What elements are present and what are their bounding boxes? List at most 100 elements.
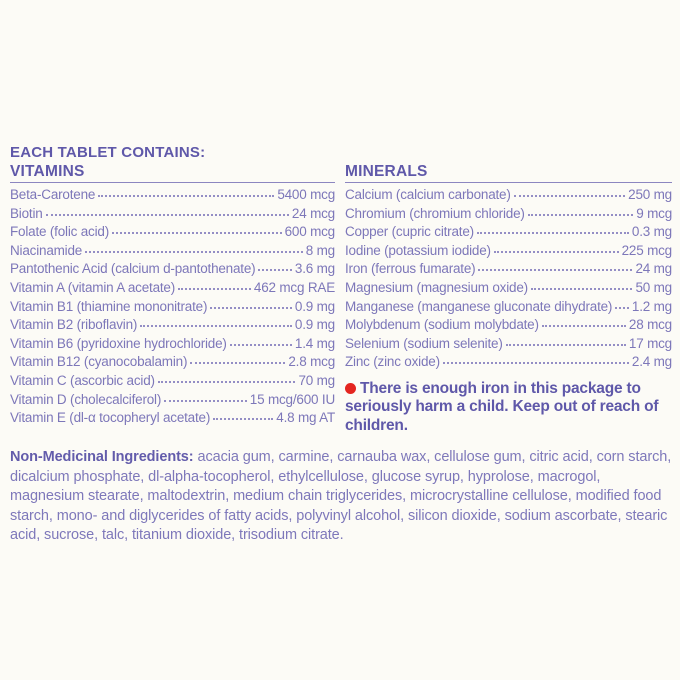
nutrient-name: Folate (folic acid) xyxy=(10,224,109,240)
nutrient-name: Vitamin B6 (pyridoxine hydrochloride) xyxy=(10,335,227,351)
dotted-leader xyxy=(229,335,292,346)
dotted-leader xyxy=(615,298,629,309)
non-medicinal-ingredients: Non-Medicinal Ingredients: acacia gum, ca… xyxy=(10,448,672,546)
dotted-leader xyxy=(530,279,633,290)
nutrient-value: 2.8 mcg xyxy=(288,354,335,370)
nutrient-value: 462 mcg RAE xyxy=(253,279,335,295)
ingredients-label: Non-Medicinal Ingredients: xyxy=(10,449,194,466)
dotted-leader xyxy=(513,186,626,197)
dotted-leader xyxy=(476,223,629,235)
vitamin-row: Vitamin C (ascorbic acid) 70 mg xyxy=(10,372,335,391)
nutrient-value: 225 mcg xyxy=(621,242,673,258)
vitamin-row: Vitamin B12 (cyanocobalamin) 2.8 mcg xyxy=(10,353,335,372)
nutrient-value: 70 mg xyxy=(298,372,335,388)
nutrient-value: 8 mg xyxy=(305,242,335,258)
nutrient-name: Pantothenic Acid (calcium d-pantothenate… xyxy=(10,261,256,277)
nutrient-value: 5400 mcg xyxy=(277,187,335,202)
minerals-column: MINERALS Calcium (calcium carbonate) 250… xyxy=(345,163,672,435)
mineral-row: Iron (ferrous fumarate) 24 mg xyxy=(345,260,672,279)
dotted-leader xyxy=(505,335,626,346)
vitamin-row: Beta-Carotene 5400 mcg xyxy=(10,186,335,205)
dotted-leader xyxy=(98,186,275,197)
red-bullet-icon xyxy=(345,382,356,394)
nutrient-name: Copper (cupric citrate) xyxy=(345,224,474,240)
nutrient-value: 24 mg xyxy=(635,261,672,277)
nutrient-value: 600 mcg xyxy=(284,224,336,240)
nutrient-value: 250 mg xyxy=(628,187,672,202)
vitamins-list: Beta-Carotene 5400 mcg Biotin 24 mcg Fol… xyxy=(10,186,335,428)
dotted-leader xyxy=(210,298,292,309)
nutrient-name: Vitamin C (ascorbic acid) xyxy=(10,372,155,388)
dotted-leader xyxy=(178,279,251,290)
nutrient-name: Selenium (sodium selenite) xyxy=(345,335,503,351)
vitamin-row: Vitamin B1 (thiamine mononitrate) 0.9 mg xyxy=(10,298,335,317)
nutrient-name: Manganese (manganese gluconate dihydrate… xyxy=(345,298,613,314)
nutrient-value: 9 mcg xyxy=(636,205,672,221)
nutrient-name: Vitamin E (dl-α tocopheryl acetate) xyxy=(10,410,211,426)
nutrient-value: 2.4 mg xyxy=(631,354,672,370)
vitamin-row: Biotin 24 mcg xyxy=(10,205,335,224)
dotted-leader xyxy=(45,205,289,216)
vitamin-row: Vitamin A (vitamin A acetate) 462 mcg RA… xyxy=(10,279,335,298)
nutrient-value: 28 mcg xyxy=(628,317,672,333)
dotted-leader xyxy=(157,372,296,383)
nutrient-value: 0.9 mg xyxy=(294,317,335,333)
mineral-row: Calcium (calcium carbonate) 250 mg xyxy=(345,186,672,205)
nutrient-name: Chromium (chromium chloride) xyxy=(345,205,525,221)
nutrient-value: 15 mcg/600 IU xyxy=(249,391,335,407)
vitamin-row: Vitamin E (dl-α tocopheryl acetate) 4.8 … xyxy=(10,409,335,428)
minerals-heading: MINERALS xyxy=(345,163,672,183)
mineral-row: Chromium (chromium chloride) 9 mcg xyxy=(345,205,672,224)
dotted-leader xyxy=(85,242,303,253)
mineral-row: Selenium (sodium selenite) 17 mcg xyxy=(345,335,672,354)
nutrient-value: 1.4 mg xyxy=(294,335,335,351)
iron-warning-text: There is enough iron in this package to … xyxy=(345,379,659,434)
nutrient-name: Molybdenum (sodium molybdate) xyxy=(345,317,539,333)
iron-warning: There is enough iron in this package to … xyxy=(345,380,672,436)
vitamins-column: VITAMINS Beta-Carotene 5400 mcg Biotin 2… xyxy=(10,163,335,435)
dotted-leader xyxy=(527,205,634,216)
dotted-leader xyxy=(493,242,619,253)
nutrient-name: Biotin xyxy=(10,205,43,221)
nutrient-value: 3.6 mg xyxy=(294,261,335,277)
mineral-row: Iodine (potassium iodide) 225 mcg xyxy=(345,242,672,261)
nutrient-name: Vitamin D (cholecalciferol) xyxy=(10,391,162,407)
nutrient-name: Niacinamide xyxy=(10,242,83,258)
mineral-row: Magnesium (magnesium oxide) 50 mg xyxy=(345,279,672,298)
vitamin-row: Vitamin B6 (pyridoxine hydrochloride) 1.… xyxy=(10,335,335,354)
minerals-list: Calcium (calcium carbonate) 250 mg Chrom… xyxy=(345,186,672,372)
dotted-leader xyxy=(213,409,274,421)
nutrient-value: 24 mcg xyxy=(291,205,335,221)
vitamins-heading: VITAMINS xyxy=(10,163,335,183)
nutrient-name: Magnesium (magnesium oxide) xyxy=(345,279,528,295)
vitamin-row: Niacinamide 8 mg xyxy=(10,242,335,261)
supplement-label: EACH TABLET CONTAINS: VITAMINS Beta-Caro… xyxy=(10,144,672,546)
nutrient-name: Vitamin A (vitamin A acetate) xyxy=(10,279,176,295)
nutrient-value: 0.9 mg xyxy=(294,298,335,314)
nutrient-name: Beta-Carotene xyxy=(10,187,96,202)
nutrient-name: Vitamin B12 (cyanocobalamin) xyxy=(10,354,188,370)
nutrient-value: 50 mg xyxy=(635,279,672,295)
nutrient-name: Calcium (calcium carbonate) xyxy=(345,187,511,202)
dotted-leader xyxy=(258,260,292,272)
dotted-leader xyxy=(164,391,247,402)
nutrient-columns: VITAMINS Beta-Carotene 5400 mcg Biotin 2… xyxy=(10,163,672,435)
mineral-row: Copper (cupric citrate) 0.3 mg xyxy=(345,223,672,242)
vitamin-row: Vitamin B2 (riboflavin) 0.9 mg xyxy=(10,316,335,335)
vitamin-row: Folate (folic acid) 600 mcg xyxy=(10,223,335,242)
nutrient-name: Vitamin B2 (riboflavin) xyxy=(10,317,138,333)
vitamin-row: Vitamin D (cholecalciferol) 15 mcg/600 I… xyxy=(10,391,335,410)
nutrient-value: 0.3 mg xyxy=(631,224,672,240)
dotted-leader xyxy=(442,353,629,365)
mineral-row: Molybdenum (sodium molybdate) 28 mcg xyxy=(345,316,672,335)
dotted-leader xyxy=(112,223,282,235)
mineral-row: Zinc (zinc oxide) 2.4 mg xyxy=(345,353,672,372)
dotted-leader xyxy=(478,260,633,272)
dotted-leader xyxy=(190,353,286,365)
tablet-contains-title: EACH TABLET CONTAINS: xyxy=(10,144,206,161)
nutrient-name: Vitamin B1 (thiamine mononitrate) xyxy=(10,298,208,314)
dotted-leader xyxy=(140,316,292,328)
nutrient-value: 1.2 mg xyxy=(631,298,672,314)
nutrient-name: Iron (ferrous fumarate) xyxy=(345,261,476,277)
nutrient-value: 4.8 mg AT xyxy=(276,410,335,426)
